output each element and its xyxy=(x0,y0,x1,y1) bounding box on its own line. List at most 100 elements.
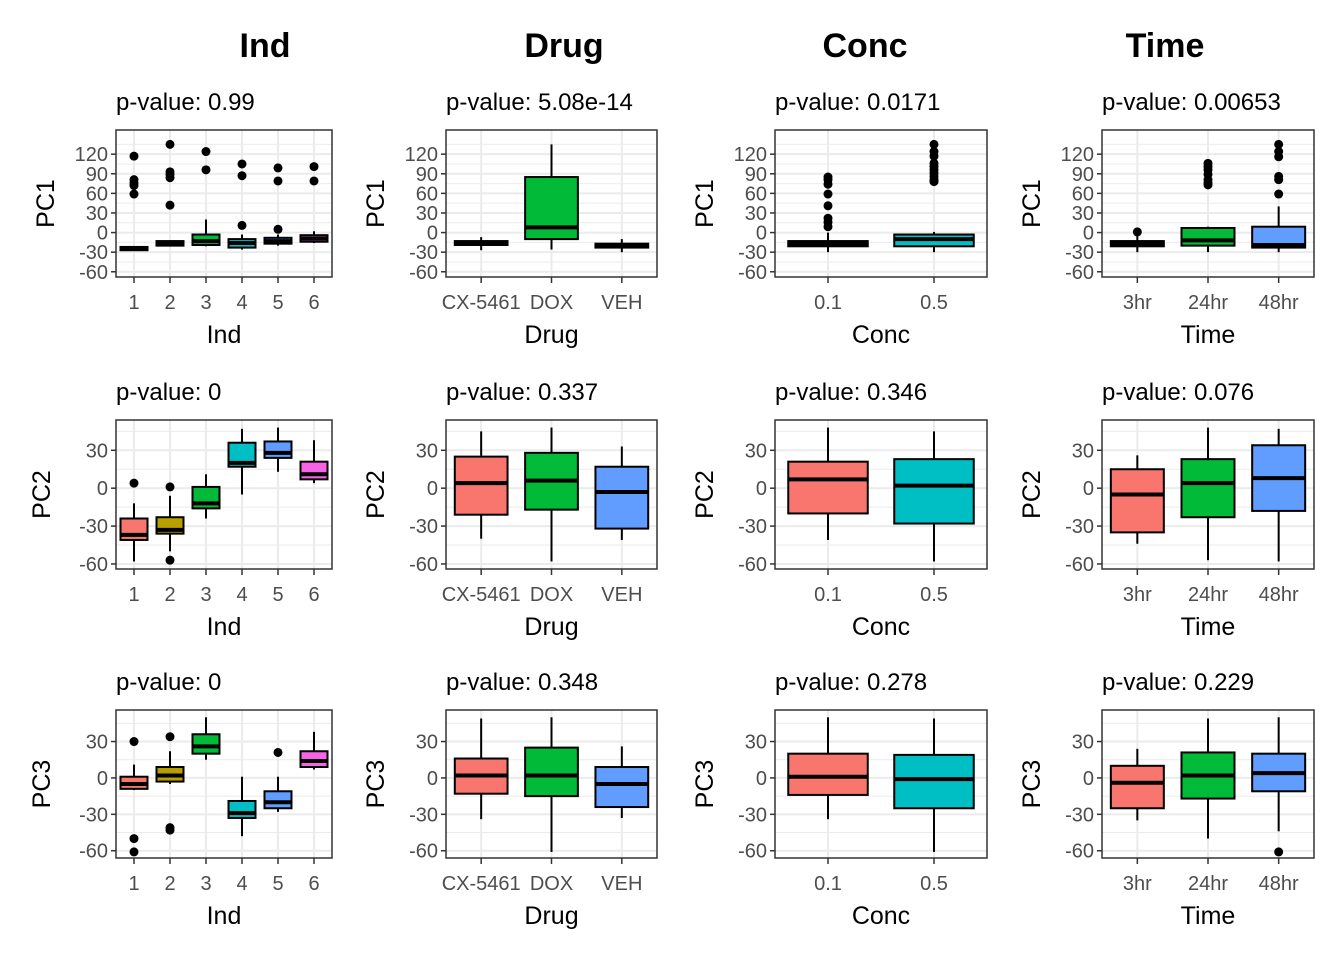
outlier-point xyxy=(929,151,939,161)
box-body xyxy=(1109,764,1165,810)
y-axis-label: PC2 xyxy=(28,470,56,519)
y-tick-label: 60 xyxy=(416,183,438,205)
y-axis-label: PC3 xyxy=(1018,760,1046,809)
box-body xyxy=(263,790,293,810)
box-body xyxy=(594,766,650,809)
x-tick-label: 24hr xyxy=(1188,584,1228,606)
box-DOX xyxy=(524,427,579,562)
outlier-point xyxy=(273,224,283,234)
y-tick-label: 120 xyxy=(75,144,108,166)
box-CX-5461 xyxy=(453,237,509,251)
box-3hr xyxy=(1109,227,1165,253)
y-tick-label: 120 xyxy=(1061,144,1094,166)
box-CX-5461 xyxy=(453,431,509,539)
panel-pc3-drug: -60 -30 0 30 CX-5461 DOX VEH p-value: 0.348 Drug… xyxy=(362,669,658,930)
panel-title: p-value: 0.278 xyxy=(775,669,927,696)
panel-border xyxy=(1101,419,1315,570)
y-tick-label: -30 xyxy=(409,242,438,264)
plot-background xyxy=(116,710,332,858)
outlier-point xyxy=(129,847,139,857)
y-tick-label: 0 xyxy=(97,478,108,500)
y-axis-label: PC3 xyxy=(28,760,56,809)
box-48hr xyxy=(1251,428,1307,562)
panel-title: p-value: 0.0171 xyxy=(775,89,940,116)
x-tick-label: 4 xyxy=(236,873,247,895)
x-axis-label: Time xyxy=(1181,613,1236,641)
box-24hr xyxy=(1180,158,1236,253)
box-body xyxy=(263,440,293,459)
y-tick-label: 90 xyxy=(86,164,108,186)
x-tick-label: VEH xyxy=(601,292,642,314)
y-tick-label: -30 xyxy=(79,242,108,264)
y-tick-label: -60 xyxy=(1065,262,1094,284)
y-axis-label: PC3 xyxy=(362,760,390,809)
x-tick-label: 5 xyxy=(272,873,283,895)
panel-pc2-conc: -60 -30 0 30 0.1 0.5 p-value: 0.346 Conc PC2 xyxy=(691,379,988,641)
panel-pc3-ind: -60 -30 0 30 1 2 3 4 5 6 p-value: 0 Ind PC3 xyxy=(28,669,333,930)
panel-border xyxy=(115,419,333,570)
panel-title: p-value: 0.076 xyxy=(1102,379,1254,406)
panel-title: p-value: 0.337 xyxy=(446,379,598,406)
y-tick-label: 30 xyxy=(416,203,438,225)
x-tick-label: 1 xyxy=(128,292,139,314)
x-tick-label: 3 xyxy=(200,584,211,606)
x-tick-label: 24hr xyxy=(1188,873,1228,895)
y-tick-label: -60 xyxy=(738,841,767,863)
y-tick-label: -30 xyxy=(1065,804,1094,826)
box-4 xyxy=(227,159,257,250)
y-tick-label: 30 xyxy=(745,440,767,462)
panel-title: p-value: 0.99 xyxy=(116,89,255,116)
x-tick-label: CX-5461 xyxy=(442,292,521,314)
y-tick-label: 30 xyxy=(86,732,108,754)
box-body xyxy=(787,752,869,796)
x-tick-label: 2 xyxy=(164,292,175,314)
outlier-point xyxy=(237,159,247,169)
y-tick-label: -30 xyxy=(738,516,767,538)
outlier-point xyxy=(823,222,833,232)
x-axis-label: Time xyxy=(1181,321,1236,349)
panel-title: p-value: 0 xyxy=(116,669,221,696)
box-body xyxy=(227,441,257,468)
y-tick-label: -60 xyxy=(79,554,108,576)
y-tick-label: -30 xyxy=(1065,516,1094,538)
y-tick-label: -60 xyxy=(79,262,108,284)
panel-border xyxy=(774,419,988,570)
x-tick-label: 3hr xyxy=(1123,873,1152,895)
outlier-point xyxy=(273,163,283,173)
box-1 xyxy=(119,737,149,857)
box-body xyxy=(594,465,650,530)
panel-title: p-value: 5.08e-14 xyxy=(446,89,633,116)
y-tick-label: 30 xyxy=(745,203,767,225)
box-body xyxy=(1180,227,1236,247)
outlier-point xyxy=(309,162,319,172)
box-48hr xyxy=(1251,717,1307,857)
panel-pc2-drug: -60 -30 0 30 CX-5461 DOX VEH p-value: 0.337 Drug… xyxy=(362,379,658,641)
outlier-point xyxy=(929,139,939,149)
y-tick-label: 30 xyxy=(86,440,108,462)
y-tick-label: 0 xyxy=(97,223,108,245)
box-0.5 xyxy=(893,139,975,253)
y-tick-label: 0 xyxy=(1083,223,1094,245)
box-6 xyxy=(299,162,329,244)
y-tick-label: -30 xyxy=(1065,242,1094,264)
y-axis-label: PC1 xyxy=(362,179,390,228)
x-tick-label: 3 xyxy=(200,292,211,314)
box-body xyxy=(299,460,329,481)
y-tick-label: 0 xyxy=(1083,768,1094,790)
box-VEH xyxy=(594,239,650,253)
y-tick-label: 60 xyxy=(86,183,108,205)
x-tick-label: 0.1 xyxy=(814,873,842,895)
panel-pc2-time: -60 -30 0 30 3hr 24hr 48hr p-value: 0.076 Time PC… xyxy=(1018,379,1315,641)
x-tick-label: 24hr xyxy=(1188,292,1228,314)
y-tick-label: 60 xyxy=(745,183,767,205)
box-body xyxy=(191,733,221,755)
panel-border xyxy=(1101,129,1315,278)
panel-pc3-time: -60 -30 0 30 3hr 24hr 48hr p-value: 0.229 Time PC… xyxy=(1018,669,1315,930)
box-0.5 xyxy=(893,431,975,562)
x-axis-label: Drug xyxy=(524,613,578,641)
box-body xyxy=(453,455,509,516)
column-title-time: Time xyxy=(1126,27,1205,65)
box-0.1 xyxy=(787,717,869,820)
x-axis-label: Ind xyxy=(207,613,242,641)
